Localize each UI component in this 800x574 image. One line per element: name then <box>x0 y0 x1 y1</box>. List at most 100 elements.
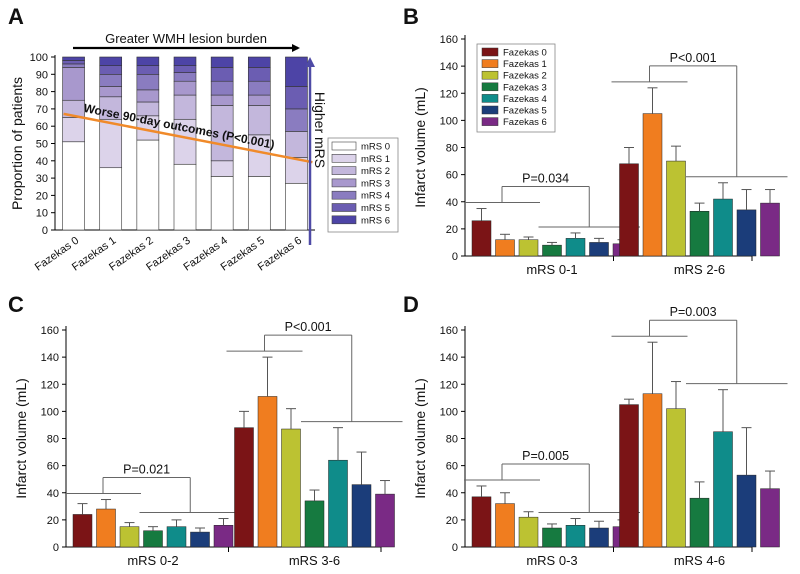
y-axis-title: Proportion of patients <box>9 77 25 210</box>
y-tick-label: 120 <box>440 88 458 100</box>
bar-mrs-0-3-fazekas-0 <box>471 496 492 548</box>
legend-label-fazekas-5: Fazekas 5 <box>503 106 547 117</box>
stacked-segment-fazekas-0-mrs-5 <box>62 60 85 65</box>
group-label-mrs-0-3: mRS 0-3 <box>526 553 577 568</box>
y-tick-label: 100 <box>440 115 458 127</box>
y-tick-label: 60 <box>47 461 59 473</box>
y-tick-label: 160 <box>41 325 59 337</box>
bar-mrs-3-6-fazekas-2 <box>281 428 301 548</box>
stacked-segment-fazekas-2-mrs-3 <box>136 89 160 103</box>
stacked-segment-fazekas-2-mrs-4 <box>136 74 160 91</box>
group-label-mrs-3-6: mRS 3-6 <box>289 553 340 568</box>
y-tick-label: 140 <box>440 61 458 73</box>
y-tick-label: 40 <box>47 488 59 500</box>
bar-mrs-0-2-fazekas-3 <box>143 530 163 548</box>
y-tick-label: 140 <box>440 352 458 364</box>
bar-mrs-3-6-fazekas-3 <box>304 500 325 548</box>
y-axis-title: Infarct volume (mL) <box>13 378 29 499</box>
bar-mrs-4-6-fazekas-4 <box>713 431 733 548</box>
legend-label-mrs-1: mRS 1 <box>361 154 390 165</box>
legend-swatch-mrs-2 <box>331 166 357 175</box>
p-value-mrs-0-2: P=0.021 <box>123 463 170 477</box>
stacked-segment-fazekas-3-mrs-5 <box>173 65 197 73</box>
y-tick-label: 50 <box>36 139 48 151</box>
legend-swatch-mrs-1 <box>331 154 357 163</box>
bar-mrs-3-6-fazekas-0 <box>234 427 254 548</box>
legend-swatch-fazekas-4 <box>481 94 499 103</box>
stacked-segment-fazekas-3-mrs-2 <box>173 94 197 120</box>
y-tick-label: 90 <box>36 69 48 81</box>
bar-mrs-0-1-fazekas-2 <box>518 239 539 257</box>
bar-mrs-4-6-fazekas-2 <box>666 408 686 548</box>
bar-mrs-0-3-fazekas-1 <box>495 503 515 548</box>
y-tick-label: 120 <box>41 379 59 391</box>
y-tick-label: 0 <box>452 251 458 263</box>
y-tick-label: 20 <box>446 224 458 236</box>
bar-mrs-4-6-fazekas-5 <box>736 474 757 548</box>
bar-mrs-4-6-fazekas-0 <box>619 404 639 548</box>
y-tick-label: 60 <box>36 121 48 133</box>
stacked-segment-fazekas-1-mrs-6 <box>99 56 123 66</box>
bar-mrs-4-6-fazekas-3 <box>689 497 710 548</box>
stacked-segment-fazekas-4-mrs-6 <box>210 56 234 68</box>
legend-label-fazekas-4: Fazekas 4 <box>503 94 547 105</box>
p-value-mrs-3-6: P<0.001 <box>285 320 332 334</box>
legend-swatch-mrs-3 <box>331 178 357 188</box>
bar-mrs-2-6-fazekas-4 <box>713 198 733 257</box>
bar-mrs-2-6-fazekas-6 <box>760 202 780 257</box>
stacked-segment-fazekas-0-mrs-3 <box>62 67 85 101</box>
panel-letter-d: D <box>403 292 419 317</box>
y-tick-label: 100 <box>440 406 458 418</box>
bar-mrs-2-6-fazekas-5 <box>736 209 757 257</box>
panel-letter-b: B <box>403 4 419 29</box>
y-tick-label: 20 <box>36 190 48 202</box>
p-value-mrs-0-3: P=0.005 <box>522 449 569 463</box>
p-value-mrs-2-6: P<0.001 <box>670 51 717 65</box>
panel-c-bar-chart: 0 20 40 60 80 100 120 140 160 Infarct volume (mL)… <box>13 320 403 568</box>
legend-label-mrs-5: mRS 5 <box>361 203 390 214</box>
side-arrow-label: Higher mRS <box>312 92 328 168</box>
bar-mrs-0-3-fazekas-4 <box>565 525 586 548</box>
stacked-segment-fazekas-0-mrs-1 <box>62 117 85 143</box>
legend-swatch-fazekas-2 <box>481 70 499 80</box>
stacked-segment-fazekas-3-mrs-3 <box>173 80 197 96</box>
stacked-segment-fazekas-5-mrs-4 <box>247 80 271 96</box>
y-tick-label: 80 <box>47 434 59 446</box>
stacked-segment-fazekas-3-mrs-4 <box>173 72 197 82</box>
stacked-segment-fazekas-3-mrs-6 <box>173 56 197 66</box>
legend-label-fazekas-0: Fazekas 0 <box>503 48 547 59</box>
legend-swatch-fazekas-0 <box>481 47 499 57</box>
stacked-segment-fazekas-5-mrs-3 <box>247 94 271 106</box>
legend-swatch-mrs-5 <box>331 203 357 212</box>
bar-mrs-3-6-fazekas-5 <box>351 484 372 548</box>
group-label-mrs-0-1: mRS 0-1 <box>526 262 577 277</box>
legend-swatch-fazekas-1 <box>481 59 499 68</box>
p-value-mrs-0-1: P=0.034 <box>522 172 569 186</box>
stacked-segment-fazekas-6-mrs-5 <box>285 86 308 110</box>
y-tick-label: 40 <box>446 197 458 209</box>
legend-label-mrs-0: mRS 0 <box>361 142 390 153</box>
y-tick-label: 70 <box>36 104 48 116</box>
group-label-mrs-2-6: mRS 2-6 <box>674 262 725 277</box>
bar-mrs-0-1-fazekas-1 <box>495 239 515 257</box>
panel-a-stacked-chart: 0 10 20 30 40 50 60 70 80 90 100 Proportion of pati… <box>9 31 399 274</box>
legend-swatch-fazekas-5 <box>481 105 499 115</box>
legend-label-mrs-3: mRS 3 <box>361 178 390 189</box>
y-tick-label: 0 <box>53 542 59 554</box>
stacked-segment-fazekas-0-mrs-0 <box>62 141 85 231</box>
y-tick-label: 30 <box>36 173 48 185</box>
y-tick-label: 160 <box>440 34 458 46</box>
stacked-segment-fazekas-1-mrs-4 <box>99 74 123 87</box>
bar-mrs-0-2-fazekas-0 <box>72 514 93 548</box>
panel-b-bar-chart: 0 20 40 60 80 100 120 140 160 Infarct volume (mL)… <box>412 34 788 277</box>
bar-mrs-0-2-fazekas-5 <box>190 531 210 548</box>
bar-mrs-0-1-fazekas-4 <box>565 238 586 257</box>
stacked-segment-fazekas-4-mrs-4 <box>210 80 234 96</box>
legend-swatch-fazekas-3 <box>481 82 499 92</box>
stacked-segment-fazekas-1-mrs-3 <box>99 86 123 98</box>
panel-letter-a: A <box>8 4 24 29</box>
bar-mrs-0-2-fazekas-1 <box>96 508 116 548</box>
stacked-segment-fazekas-6-mrs-6 <box>285 56 308 87</box>
y-tick-label: 0 <box>452 542 458 554</box>
y-tick-label: 140 <box>41 352 59 364</box>
